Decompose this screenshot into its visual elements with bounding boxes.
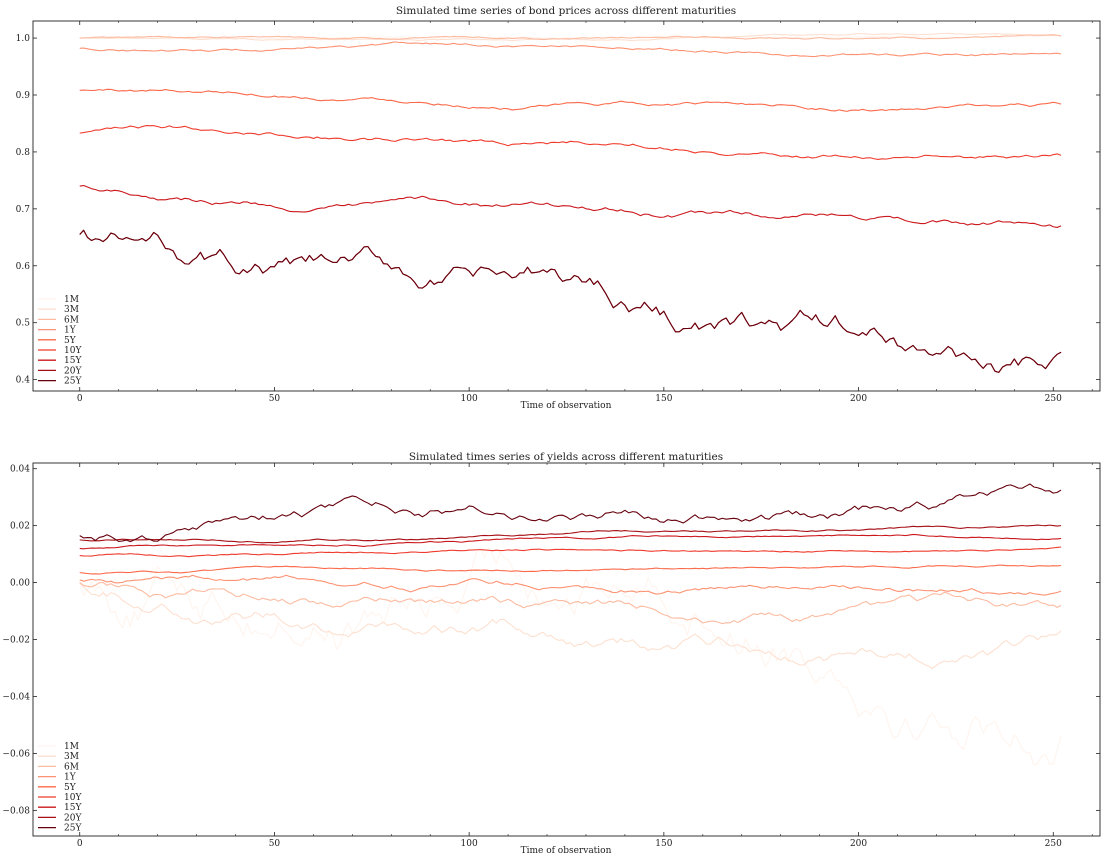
y-tick-label: 0.7: [16, 205, 31, 215]
yield-chart: Simulated times series of yields across …: [2, 451, 1101, 856]
legend-label-6M: 6M: [64, 315, 79, 325]
y-tick-label: 0.4: [16, 376, 31, 386]
y-tick-label: 0.00: [10, 579, 30, 589]
price-chart: Simulated time series of bond prices acr…: [16, 5, 1101, 411]
y-tick-label: −0.04: [2, 692, 30, 702]
x-tick-label: 100: [461, 394, 478, 404]
y-tick-label: −0.08: [2, 806, 30, 816]
y-tick-label: −0.02: [2, 636, 30, 646]
price-chart-series: [79, 32, 1062, 373]
legend-label-6M: 6M: [64, 762, 79, 772]
series-line-20Y: [79, 524, 1062, 544]
x-tick-label: 200: [850, 839, 867, 849]
series-line-5Y: [79, 564, 1062, 575]
series-line-25Y: [79, 483, 1062, 543]
legend-label-3M: 3M: [64, 305, 79, 315]
series-line-15Y: [79, 184, 1062, 228]
legend-label-5Y: 5Y: [64, 336, 77, 346]
series-line-25Y: [79, 229, 1062, 373]
y-tick-label: 0.9: [16, 91, 31, 101]
series-line-3M: [79, 582, 1062, 670]
y-tick-label: −0.06: [2, 749, 30, 759]
series-line-5Y: [79, 88, 1062, 112]
legend-label-1M: 1M: [64, 742, 79, 752]
legend-label-20Y: 20Y: [64, 813, 82, 823]
legend-label-20Y: 20Y: [64, 366, 82, 376]
price-chart-title: Simulated time series of bond prices acr…: [396, 5, 736, 17]
y-tick-label: 0.8: [16, 148, 31, 158]
legend-label-3M: 3M: [64, 752, 79, 762]
x-tick-label: 200: [850, 394, 867, 404]
x-tick-label: 50: [269, 394, 281, 404]
yield-chart-title: Simulated times series of yields across …: [409, 451, 723, 463]
legend-label-1Y: 1Y: [64, 326, 77, 336]
legend-label-10Y: 10Y: [64, 346, 82, 356]
legend-label-5Y: 5Y: [64, 783, 77, 793]
legend-label-15Y: 15Y: [64, 356, 82, 366]
series-line-6M: [79, 34, 1062, 41]
y-tick-label: 0.04: [10, 465, 30, 475]
yield-chart-xlabel: Time of observation: [521, 846, 612, 856]
series-line-10Y: [79, 546, 1062, 558]
x-tick-label: 100: [461, 839, 478, 849]
y-tick-label: 1.0: [16, 34, 31, 44]
yield-chart-series: [79, 483, 1062, 766]
legend-label-25Y: 25Y: [64, 824, 82, 834]
legend-label-15Y: 15Y: [64, 803, 82, 813]
series-line-6M: [79, 581, 1062, 625]
legend-label-10Y: 10Y: [64, 793, 82, 803]
legend-label-25Y: 25Y: [64, 377, 82, 387]
yield-chart-frame: [32, 462, 1101, 837]
x-tick-label: 250: [1045, 839, 1062, 849]
series-line-1Y: [79, 574, 1062, 596]
series-line-1Y: [79, 41, 1062, 58]
y-tick-label: 0.6: [16, 262, 31, 272]
y-tick-label: 0.5: [16, 319, 31, 329]
x-tick-label: 0: [77, 839, 83, 849]
yield-chart-ticks: 0 50 100 150 200 250 −0.08 −0.06 −0.04 −0.02 0.00 0…: [2, 463, 1100, 849]
price-chart-frame: [32, 20, 1101, 392]
x-tick-label: 150: [655, 839, 672, 849]
x-tick-label: 250: [1045, 394, 1062, 404]
x-tick-label: 0: [77, 394, 83, 404]
series-line-1M: [79, 547, 1062, 766]
legend-label-1Y: 1Y: [64, 773, 77, 783]
series-line-15Y: [79, 533, 1062, 550]
price-chart-ticks: 0 50 100 150 200 250 0.4 0.5 0.6 0.7 0.8 0.9 1.0: [16, 21, 1100, 404]
price-chart-xlabel: Time of observation: [521, 401, 612, 411]
series-line-10Y: [79, 125, 1062, 160]
x-tick-label: 50: [269, 839, 281, 849]
x-tick-label: 150: [655, 394, 672, 404]
series-line-20Y: [79, 229, 1062, 373]
y-tick-label: 0.02: [10, 522, 30, 532]
legend-label-1M: 1M: [64, 295, 79, 305]
